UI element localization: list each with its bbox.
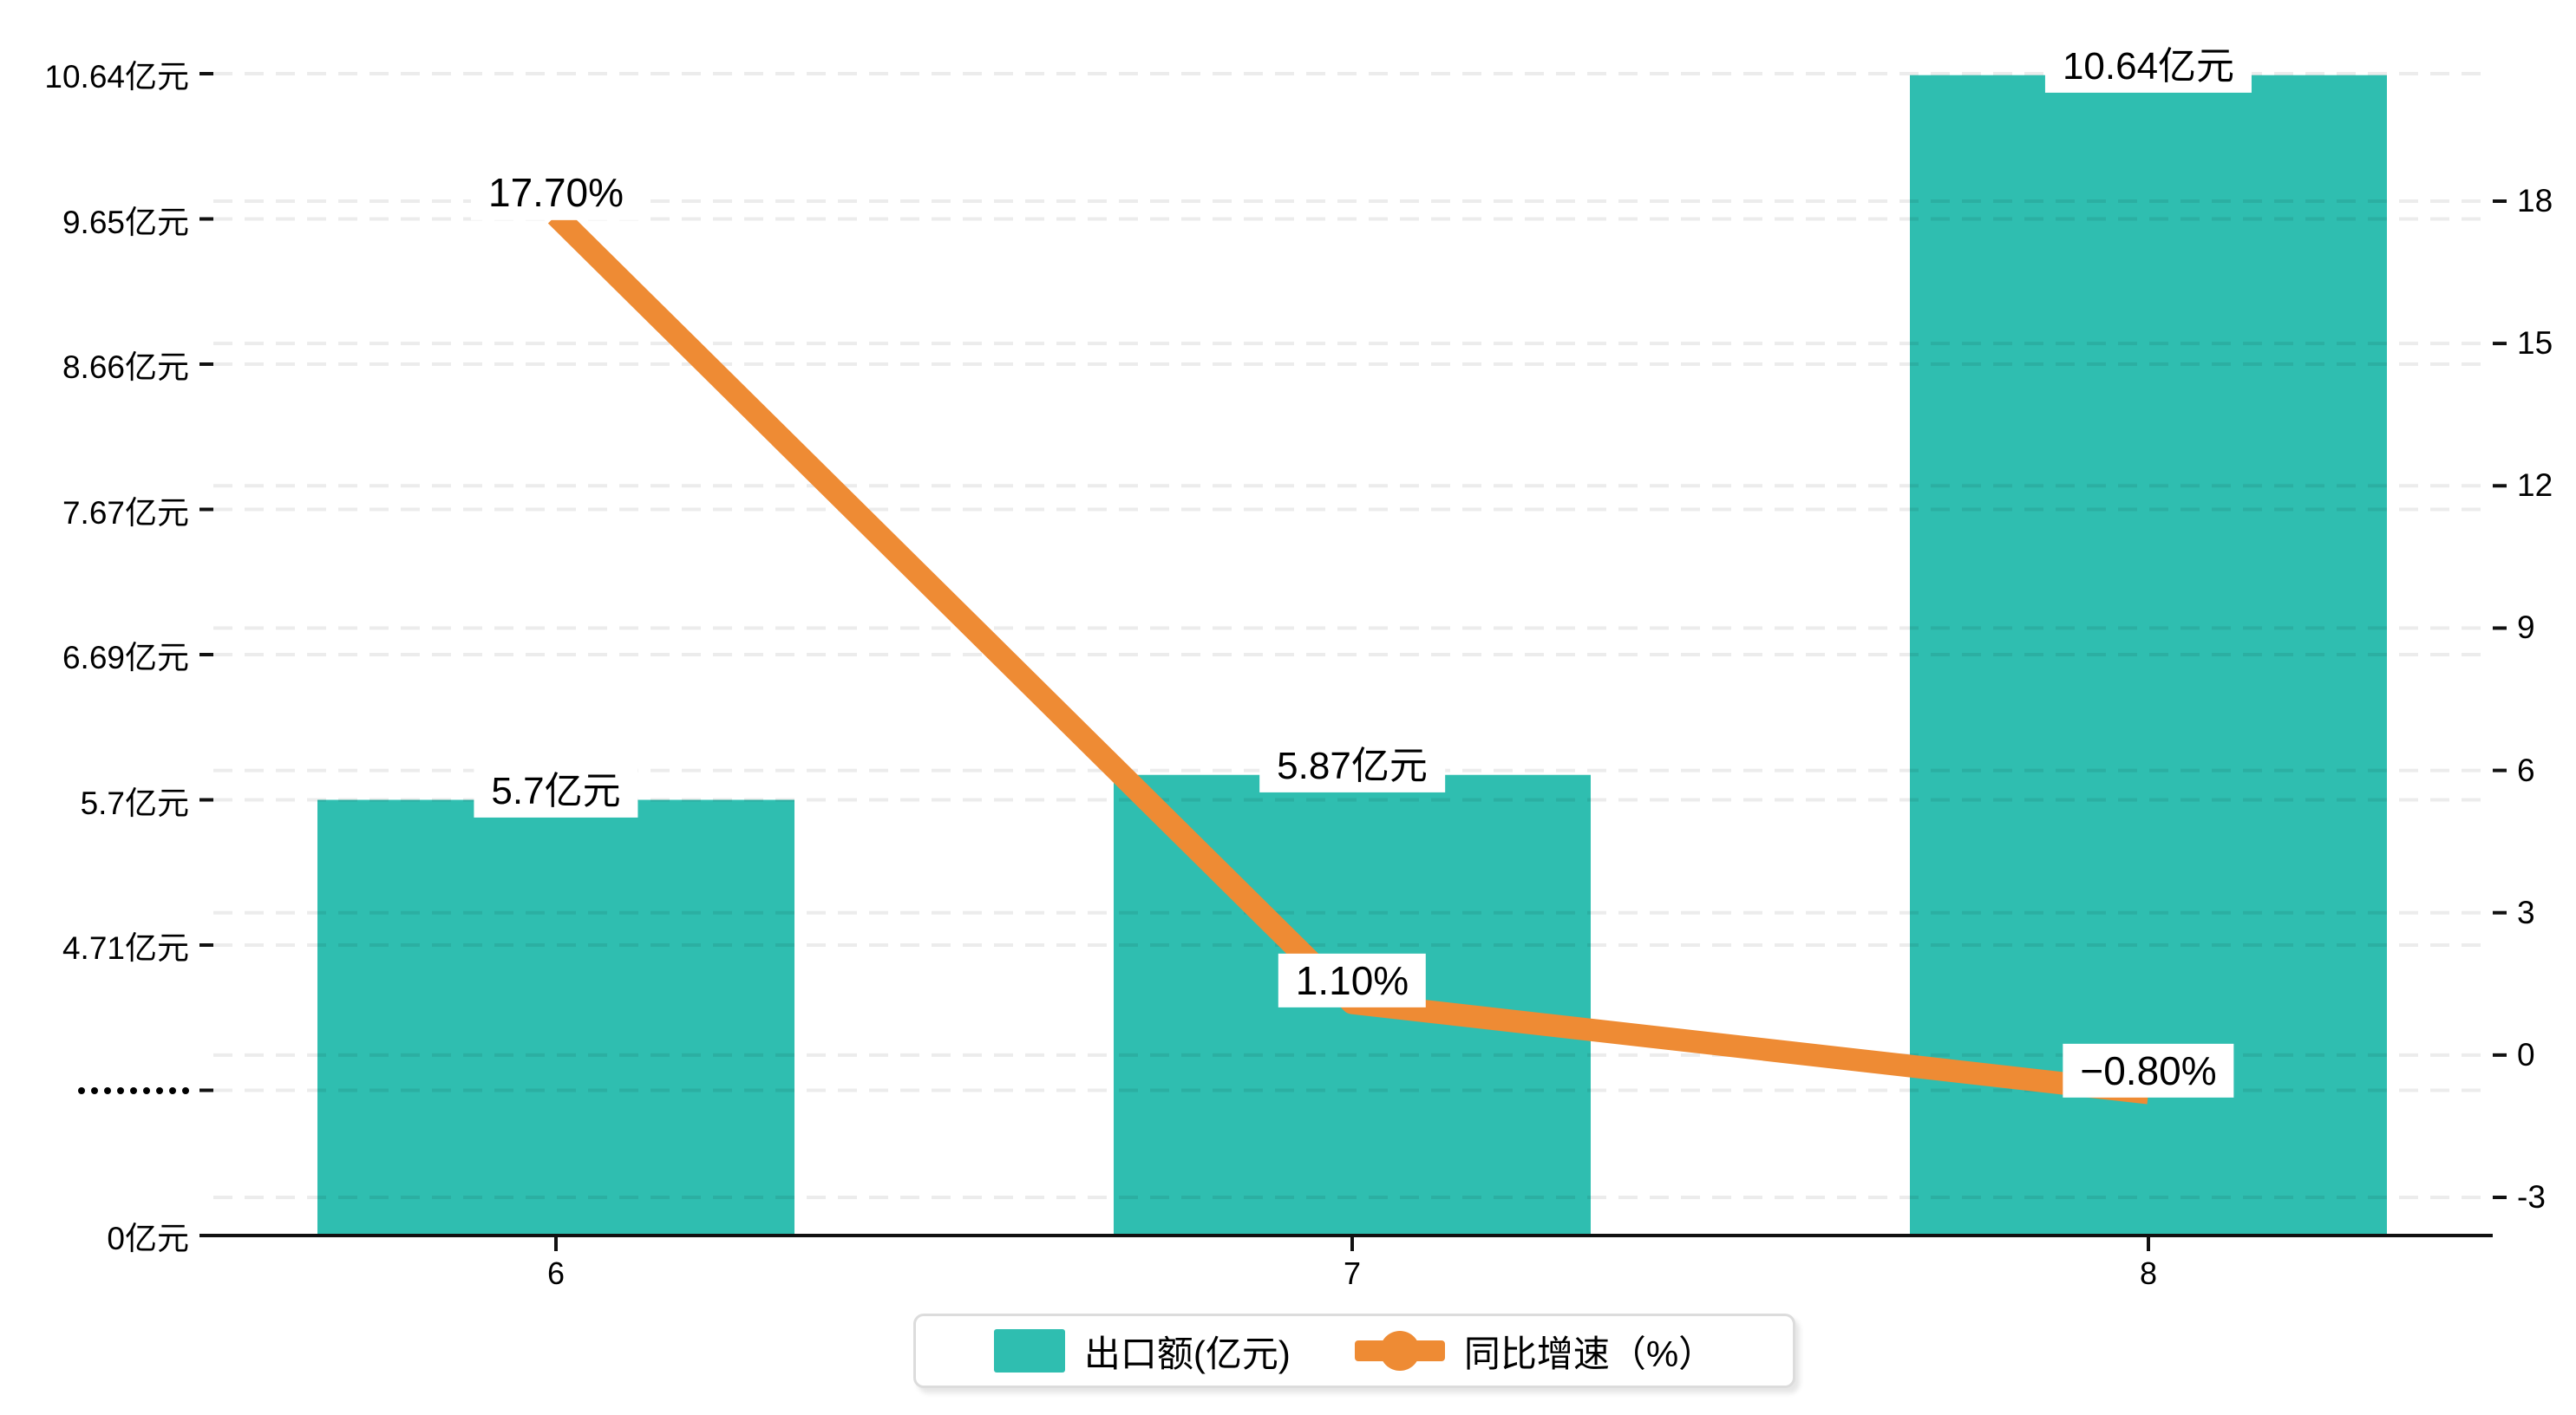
left-axis-tick-label: 7.67亿元 xyxy=(62,494,189,531)
left-axis-tick-label: 9.65亿元 xyxy=(62,204,189,240)
legend: 出口额(亿元) 同比增速（%） xyxy=(913,1314,1795,1388)
line-value-label: 17.70% xyxy=(470,166,642,220)
bar-series-swatch-icon xyxy=(993,1329,1065,1373)
left-axis-tick-label: 6.69亿元 xyxy=(62,640,189,675)
bar-value-label: 5.7亿元 xyxy=(474,765,638,818)
left-axis-tick-label: 5.7亿元 xyxy=(80,785,189,821)
right-axis-tick-label: 15 xyxy=(2517,325,2553,362)
right-axis-tick-label: 6 xyxy=(2517,752,2535,788)
legend-item-export[interactable]: 出口额(亿元) xyxy=(993,1325,1291,1378)
bar-value-label: 10.64亿元 xyxy=(2044,40,2252,93)
legend-item-growth[interactable]: 同比增速（%） xyxy=(1354,1325,1716,1378)
left-axis-tick-label: 10.64亿元 xyxy=(44,59,189,95)
bar-month-6[interactable] xyxy=(317,799,794,1236)
x-axis-label: 8 xyxy=(2139,1255,2158,1291)
line-value-label: −0.80% xyxy=(2063,1043,2234,1098)
right-axis-tick-label: 12 xyxy=(2517,467,2553,504)
line-value-label: 1.10% xyxy=(1278,953,1427,1007)
left-axis-tick-label: 4.71亿元 xyxy=(62,930,189,966)
legend-label-export: 出口额(亿元) xyxy=(1083,1333,1291,1374)
left-axis-tick-label: 8.66亿元 xyxy=(62,349,189,385)
x-axis-label: 7 xyxy=(1343,1255,1362,1291)
left-axis-tick-label: 0亿元 xyxy=(107,1221,189,1256)
axis-break-dots xyxy=(0,1086,189,1094)
legend-label-growth: 同比增速（%） xyxy=(1463,1333,1716,1374)
right-axis-tick-label: 9 xyxy=(2517,610,2535,646)
line-marker-dot-icon xyxy=(1379,1331,1420,1371)
bar-month-8[interactable] xyxy=(1910,75,2387,1236)
right-axis-tick-label: 3 xyxy=(2517,894,2535,930)
right-axis-tick-label: 0 xyxy=(2517,1036,2535,1073)
right-axis-tick-label: 18 xyxy=(2517,183,2553,218)
line-series-marker-icon xyxy=(1354,1331,1445,1371)
x-axis-label: 6 xyxy=(546,1255,566,1291)
right-axis-tick-label: -3 xyxy=(2517,1179,2546,1215)
bar-value-label: 5.87亿元 xyxy=(1259,740,1445,792)
